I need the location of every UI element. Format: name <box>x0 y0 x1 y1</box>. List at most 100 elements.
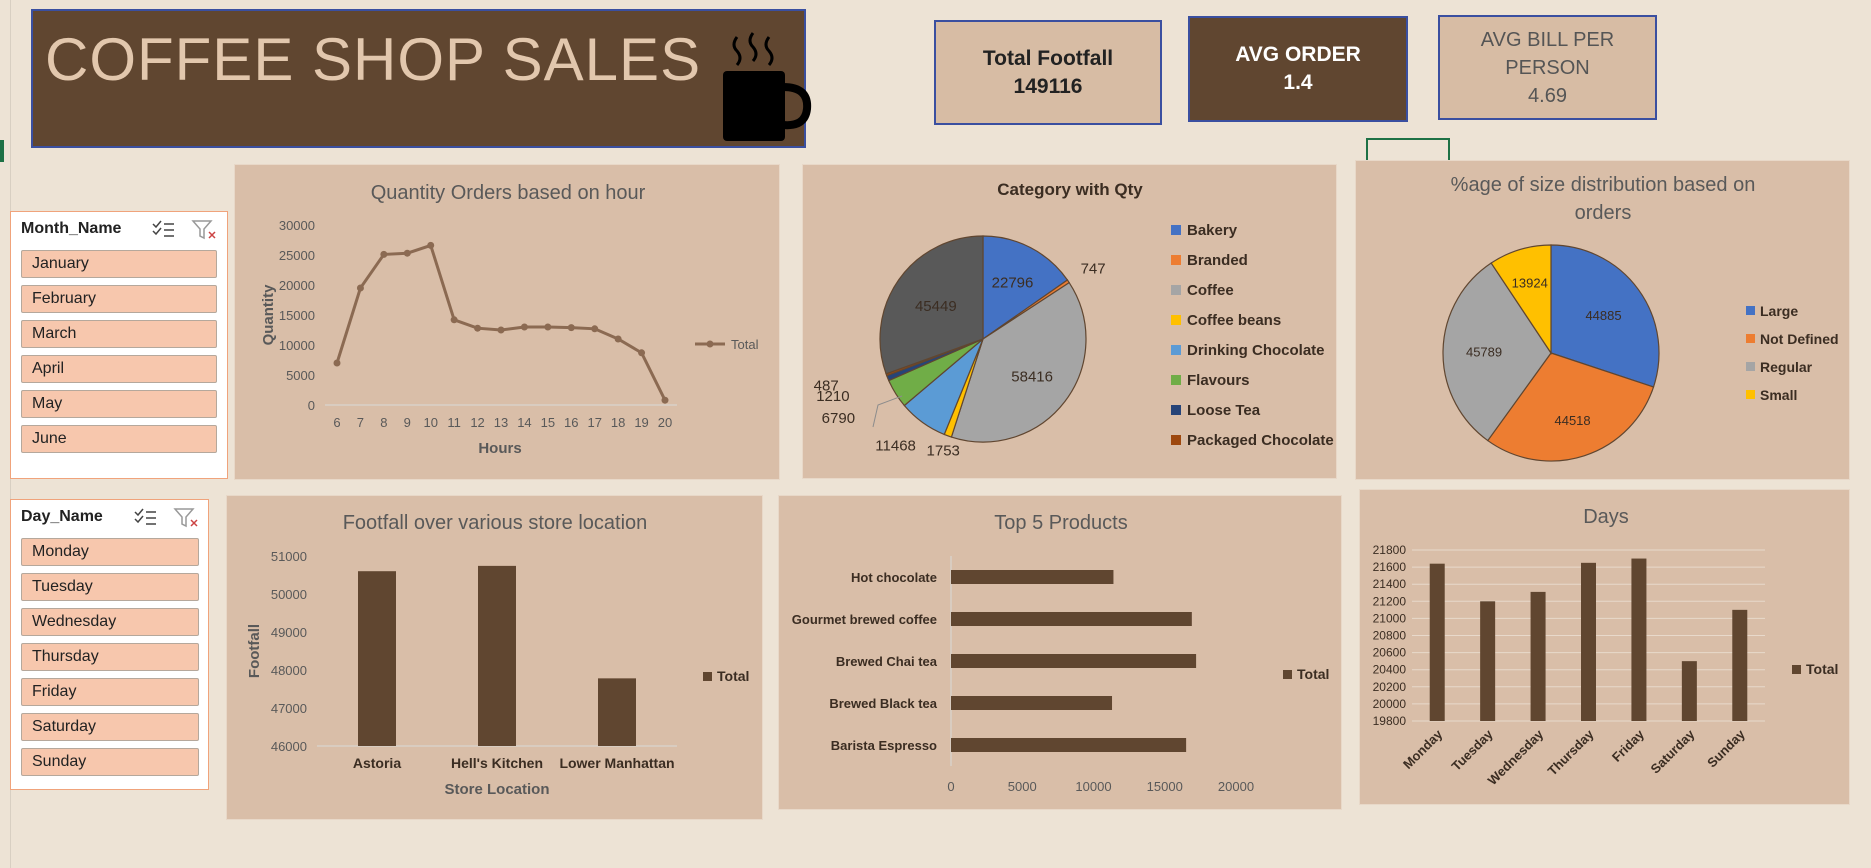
x-tick-label: 19 <box>634 415 648 430</box>
day-item[interactable]: Saturday <box>21 713 199 741</box>
category-pie-chart[interactable]: Category with Qty 22796 747 58416 1753 11468 6… <box>802 164 1337 479</box>
y-tick-label: 20200 <box>1373 680 1407 694</box>
legend-label: Total <box>731 337 759 352</box>
store-footfall-chart[interactable]: Footfall over various store location 4600… <box>226 495 763 820</box>
pie-slice <box>1442 262 1552 442</box>
day-item[interactable]: Friday <box>21 678 199 706</box>
day-item[interactable]: Thursday <box>21 643 199 671</box>
x-tick-label: 6 <box>333 415 340 430</box>
legend-swatch <box>1283 670 1292 679</box>
x-tick-label: Monday <box>1400 726 1446 772</box>
store-footfall-svg: Footfall over various store location 4600… <box>246 512 749 798</box>
legend-swatch <box>703 672 712 681</box>
chart-title-line-1: %age of size distribution based on <box>1451 174 1756 196</box>
x-tick-label: Lower Manhattan <box>559 755 674 771</box>
day-slicer-title: Day_Name <box>21 508 103 525</box>
clear-filter-icon[interactable] <box>191 219 221 241</box>
month-item[interactable]: June <box>21 425 217 453</box>
data-point <box>661 396 669 404</box>
bar <box>951 738 1187 752</box>
bar <box>1732 609 1748 721</box>
pie-slice <box>950 281 1087 443</box>
legend-label: Coffee <box>1187 282 1234 299</box>
day-item[interactable]: Monday <box>21 538 199 566</box>
multi-select-icon[interactable] <box>151 219 211 241</box>
y-tick-label: 25000 <box>279 248 315 263</box>
data-point <box>591 325 599 333</box>
chart-title: Top 5 Products <box>994 512 1127 534</box>
y-tick-label: 10000 <box>279 338 315 353</box>
leader-line <box>872 395 903 428</box>
legend-swatch <box>1171 375 1181 385</box>
pie-data-label: 45789 <box>1466 345 1502 360</box>
data-point <box>497 326 505 334</box>
pie-slice <box>1490 244 1552 355</box>
day-item[interactable]: Sunday <box>21 748 199 776</box>
chart-title: Category with Qty <box>997 180 1143 199</box>
size-pie-chart[interactable]: %age of size distribution based on orders… <box>1355 160 1850 480</box>
x-tick-label: 11 <box>447 415 461 430</box>
days-chart[interactable]: Days 19800 20000 20200 20400 20600 20800 21000 2… <box>1359 489 1850 805</box>
month-item[interactable]: May <box>21 390 217 418</box>
y-tick-label: 47000 <box>271 701 307 716</box>
series-line <box>335 243 667 401</box>
multi-select-icon[interactable] <box>133 507 163 529</box>
x-tick-label: 12 <box>470 415 484 430</box>
x-tick-label: Thursday <box>1545 726 1598 779</box>
data-point <box>474 324 482 332</box>
y-tick-label: Brewed Black tea <box>829 696 937 711</box>
x-tick-label: 5000 <box>1008 779 1037 794</box>
y-tick-label: 21000 <box>1373 611 1407 625</box>
x-tick-label: Sunday <box>1704 726 1748 770</box>
pie-slice <box>1550 244 1660 388</box>
x-tick-label: 7 <box>357 415 364 430</box>
kpi-total-footfall: Total Footfall 149116 <box>934 20 1162 125</box>
month-slicer[interactable]: Month_Name January February March April … <box>10 211 228 479</box>
pie-slice <box>1486 352 1655 462</box>
day-item[interactable]: Tuesday <box>21 573 199 601</box>
legend-label: Drinking Chocolate <box>1187 342 1325 359</box>
kpi-avg-order-label: AVG ORDER <box>1235 43 1361 66</box>
month-item[interactable]: January <box>21 250 217 278</box>
y-tick-label: 21600 <box>1373 560 1407 574</box>
selected-cell-outline <box>1366 138 1450 160</box>
pie-data-label: 13924 <box>1512 276 1548 291</box>
hourly-orders-chart[interactable]: Quantity Orders based on hour 0 5000 10000 1… <box>234 164 780 480</box>
data-point <box>403 249 411 257</box>
pie-data-label: 1753 <box>927 442 960 459</box>
top-products-chart[interactable]: Top 5 Products 0 5000 10000 15000 20000 Hot ch… <box>778 495 1342 810</box>
y-tick-label: 20000 <box>279 278 315 293</box>
pie-data-label: 487 <box>814 377 839 394</box>
bar <box>478 565 516 746</box>
day-slicer[interactable]: Day_Name Monday Tuesday Wednesday Thursd… <box>10 499 209 790</box>
pie-data-label: 22796 <box>992 274 1034 291</box>
legend-label: Branded <box>1187 252 1248 269</box>
bar <box>1429 563 1445 721</box>
x-tick-label: Wednesday <box>1485 726 1547 788</box>
bar <box>358 571 396 746</box>
pie-data-label: 44885 <box>1585 308 1621 323</box>
month-item[interactable]: March <box>21 320 217 348</box>
chart-title: Quantity Orders based on hour <box>371 182 646 204</box>
pie-data-label: 44518 <box>1554 413 1590 428</box>
month-item[interactable]: April <box>21 355 217 383</box>
kpi-avg-bill-value: 4.69 <box>1528 84 1567 107</box>
month-slicer-title: Month_Name <box>21 220 122 237</box>
legend-swatch <box>1792 665 1801 674</box>
clear-filter-icon[interactable] <box>173 507 203 529</box>
x-tick-label: 20 <box>658 415 672 430</box>
kpi-avg-bill: AVG BILL PER PERSON 4.69 <box>1438 15 1657 120</box>
day-item[interactable]: Wednesday <box>21 608 199 636</box>
legend-label: Not Defined <box>1760 331 1839 347</box>
bar <box>951 696 1113 710</box>
category-pie-svg: Category with Qty 22796 747 58416 1753 11468 6… <box>814 180 1334 459</box>
x-tick-label: Tuesday <box>1449 726 1497 774</box>
month-item[interactable]: February <box>21 285 217 313</box>
x-tick-label: 8 <box>380 415 387 430</box>
data-point <box>356 284 364 292</box>
top-products-svg: Top 5 Products 0 5000 10000 15000 20000 Hot ch… <box>792 512 1330 794</box>
x-tick-label: 13 <box>494 415 508 430</box>
bar <box>1480 601 1496 721</box>
bar <box>1631 558 1647 721</box>
legend-marker <box>706 340 714 348</box>
